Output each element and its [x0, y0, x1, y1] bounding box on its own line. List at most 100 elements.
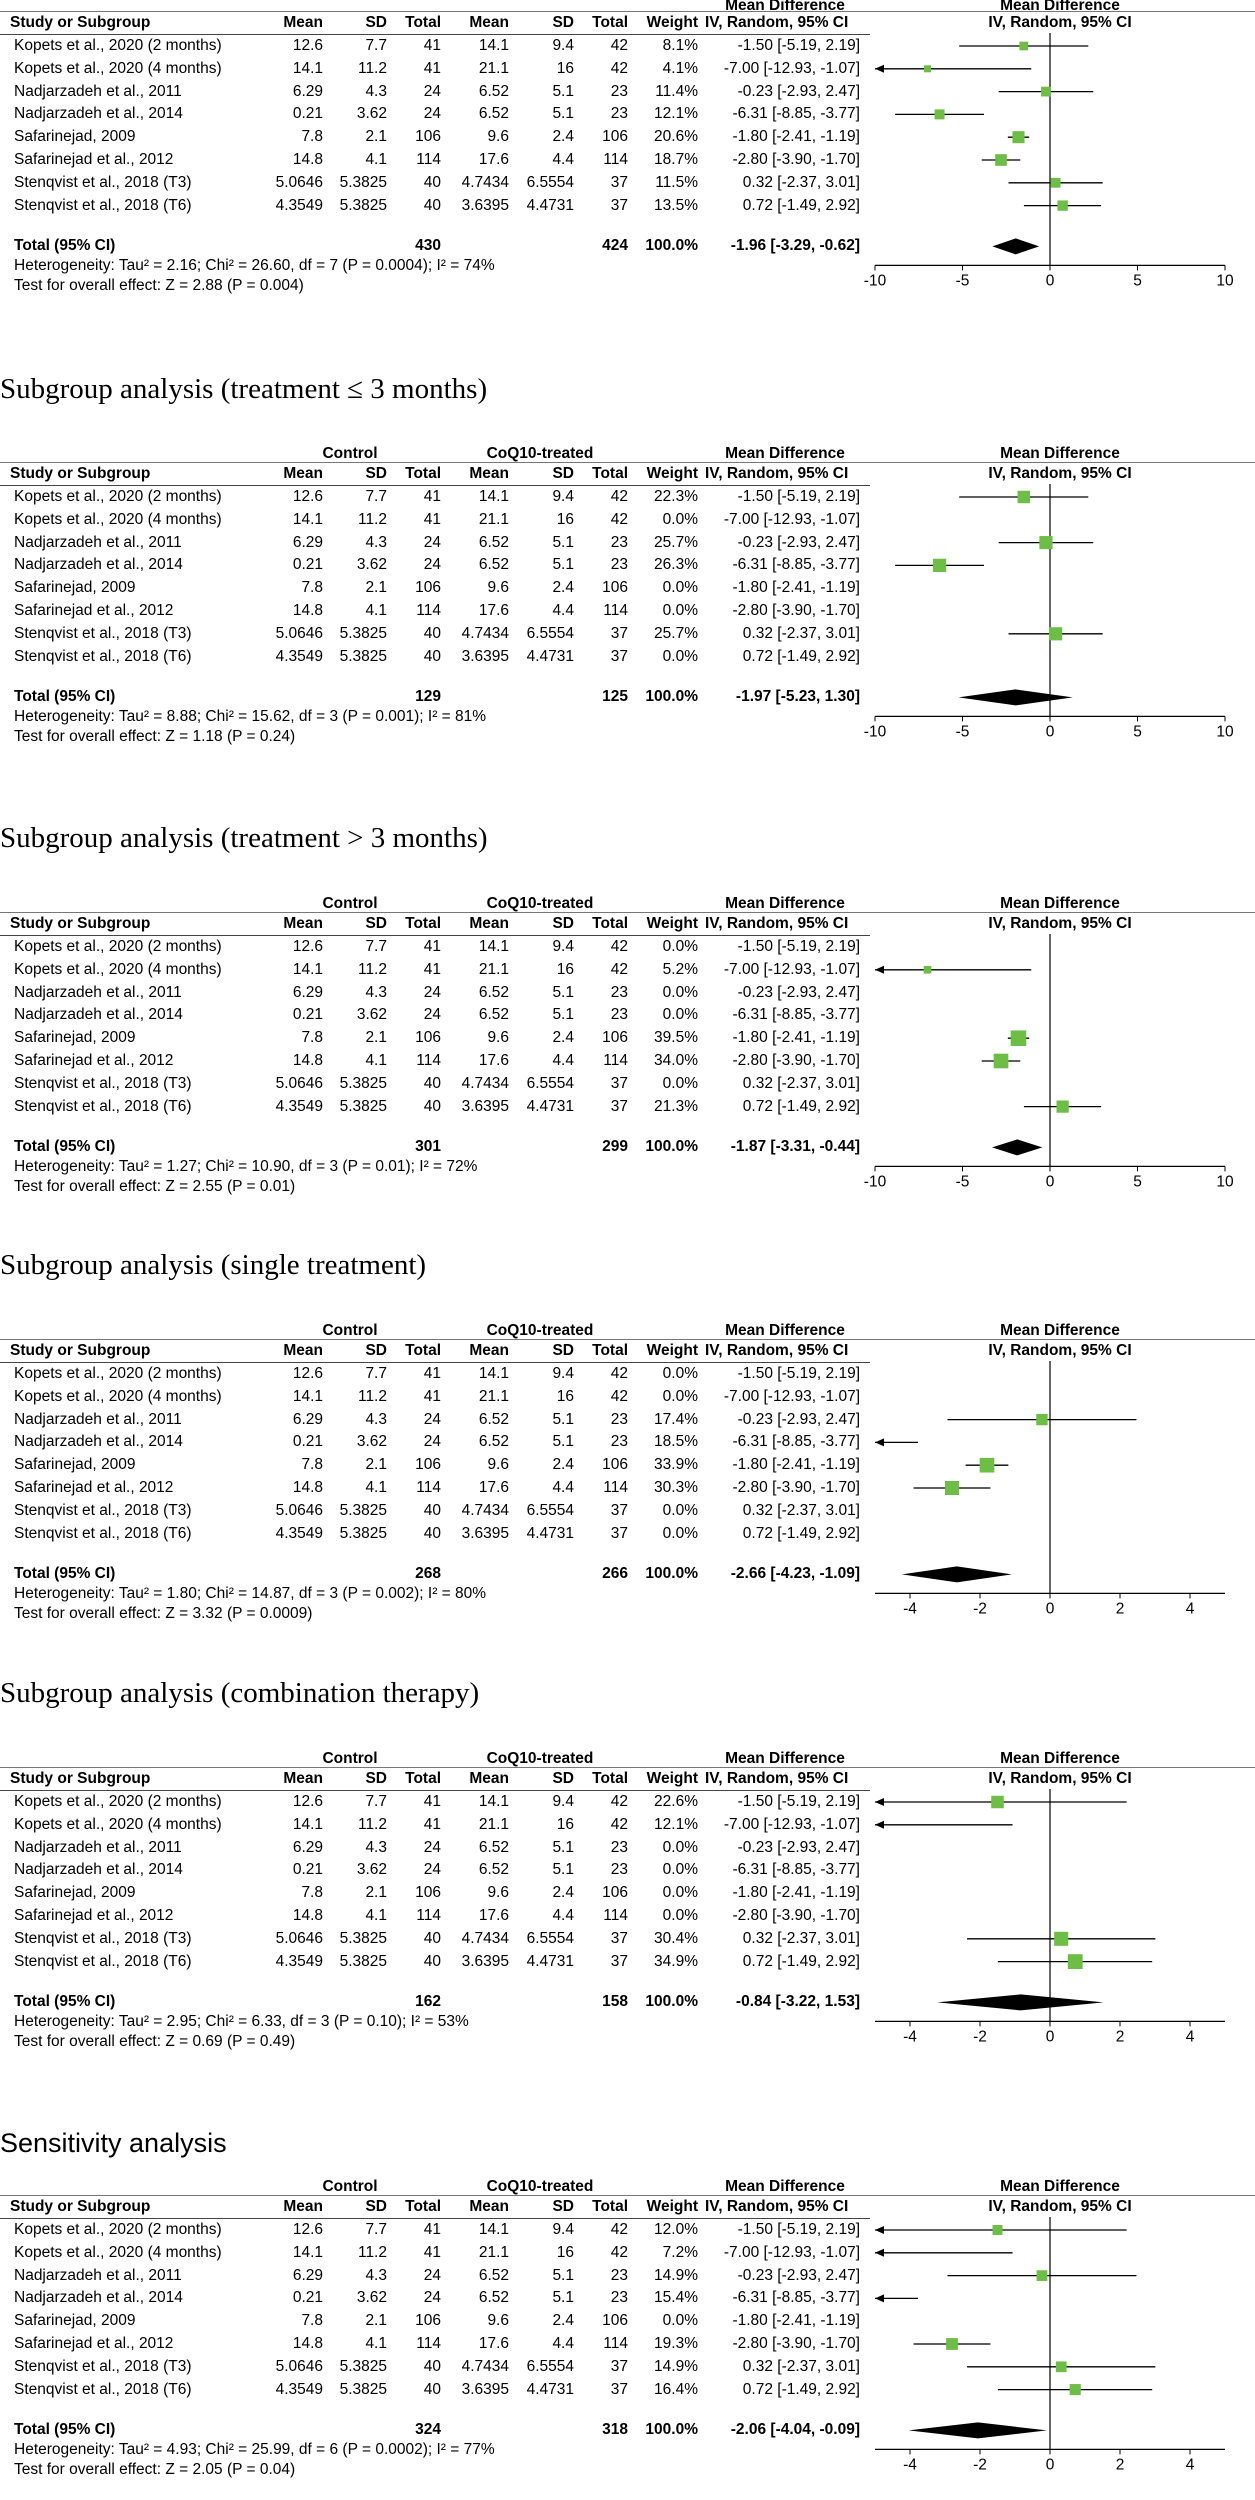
control-sd: 4.3 [365, 1838, 387, 1856]
study-ci: -0.23 [-2.93, 2.47] [737, 1838, 860, 1856]
treated-total: 42 [610, 1365, 628, 1382]
study-marker [1049, 627, 1063, 641]
treated-total: 37 [610, 1929, 628, 1947]
control-sd: 7.7 [365, 938, 387, 955]
col-control-total: Total [405, 2198, 441, 2215]
treated-mean: 14.1 [478, 488, 509, 505]
study-marker [993, 1053, 1009, 1069]
study-marker [979, 1457, 995, 1473]
study-name: Kopets et al., 2020 (4 months) [14, 59, 222, 77]
treated-mean: 4.7434 [461, 1501, 509, 1519]
control-sd: 5.3825 [339, 1074, 387, 1092]
control-sd: 11.2 [357, 2243, 387, 2261]
x-tick-label: -2 [973, 2456, 987, 2473]
x-tick-label: 5 [1133, 1173, 1142, 1190]
study-weight: 11.5% [655, 173, 698, 191]
forest-panel: Control CoQ10-treated Mean Difference Mean … [0, 1322, 1255, 1642]
treated-sd: 2.4 [552, 1456, 574, 1474]
col-plot-ci: IV, Random, 95% CI [988, 14, 1132, 31]
col-treated-mean: Mean [469, 1770, 509, 1787]
control-total: 106 [415, 1884, 441, 1902]
study-weight: 0.0% [662, 1884, 698, 1902]
study-ci: -7.00 [-12.93, -1.07] [723, 1815, 860, 1833]
ci-arrow [875, 1820, 884, 1829]
study-weight: 18.7% [654, 151, 698, 168]
study-name: Safarinejad et al., 2012 [14, 151, 174, 168]
study-ci: -1.50 [-5.19, 2.19] [737, 2221, 860, 2238]
control-sd: 4.1 [365, 1907, 387, 1924]
treated-sd: 5.1 [552, 1861, 574, 1879]
treated-sd: 5.1 [552, 556, 574, 574]
treated-total: 114 [603, 1052, 628, 1069]
treated-sd: 4.4 [552, 602, 574, 619]
study-name: Nadjarzadeh et al., 2014 [14, 105, 183, 123]
study-weight: 0.0% [662, 579, 698, 597]
treated-sd: 2.4 [552, 1029, 574, 1047]
treated-total: 23 [610, 1006, 628, 1024]
control-mean: 6.29 [292, 2266, 323, 2284]
total-label: Total (95% CI) [14, 2421, 116, 2439]
study-name: Stenqvist et al., 2018 (T3) [14, 173, 192, 191]
treated-total: 23 [610, 1838, 628, 1856]
col-control-mean: Mean [283, 2198, 323, 2215]
study-name: Safarinejad, 2009 [14, 579, 136, 597]
treated-total: 37 [610, 1501, 628, 1519]
study-weight: 5.2% [662, 960, 698, 978]
treated-sd: 9.4 [552, 488, 574, 505]
control-total: 106 [415, 2312, 441, 2330]
x-tick-label: 10 [1216, 1173, 1234, 1190]
treated-total: 37 [610, 1074, 628, 1092]
control-total: 41 [423, 1793, 441, 1810]
control-mean: 6.29 [292, 82, 323, 100]
study-weight: 17.4% [654, 1410, 698, 1428]
study-name: Stenqvist et al., 2018 (T3) [14, 1074, 192, 1092]
md-plot-header: Mean Difference [1000, 2178, 1120, 2195]
treated-total: 37 [610, 1097, 628, 1115]
treated-total: 37 [610, 173, 628, 191]
treated-mean: 4.7434 [461, 2357, 509, 2375]
treated-total: 37 [610, 2357, 628, 2375]
study-marker [1012, 131, 1025, 144]
control-total: 114 [416, 602, 441, 619]
total-treated: 158 [602, 1993, 628, 2011]
study-ci: 0.32 [-2.37, 3.01] [742, 1501, 860, 1519]
control-sd: 5.3825 [339, 1524, 387, 1542]
study-name: Safarinejad et al., 2012 [14, 1479, 174, 1496]
control-mean: 5.0646 [275, 173, 323, 191]
treated-sd: 9.4 [552, 2221, 574, 2238]
study-ci: 0.32 [-2.37, 3.01] [742, 173, 860, 191]
col-study: Study or Subgroup [10, 465, 151, 482]
study-marker [932, 558, 947, 573]
control-sd: 2.1 [365, 1884, 387, 1902]
x-tick-label: 5 [1133, 723, 1142, 740]
study-weight: 0.0% [662, 1907, 698, 1924]
col-control-mean: Mean [283, 465, 323, 482]
study-weight: 0.0% [662, 1006, 698, 1024]
treated-sd: 16 [556, 1387, 574, 1405]
study-marker [992, 2225, 1003, 2235]
total-ci: -0.84 [-3.22, 1.53] [735, 1993, 860, 2011]
study-ci: -0.23 [-2.93, 2.47] [737, 82, 860, 100]
treated-mean: 3.6395 [461, 1524, 509, 1542]
study-ci: -1.50 [-5.19, 2.19] [737, 37, 860, 54]
total-weight: 100.0% [645, 1993, 698, 2011]
control-mean: 14.1 [292, 1387, 323, 1405]
treated-mean: 4.7434 [461, 624, 509, 642]
treated-total: 106 [602, 1029, 628, 1047]
header-rule-bottom [0, 2218, 870, 2219]
treated-sd: 4.4731 [526, 1097, 574, 1115]
control-sd: 5.3825 [339, 1929, 387, 1947]
control-total: 40 [423, 2380, 441, 2398]
total-treated: 125 [602, 688, 628, 706]
treated-total: 114 [603, 602, 628, 619]
header-rule-bottom [0, 485, 870, 486]
treated-total: 42 [610, 510, 628, 528]
treated-total: 114 [603, 2335, 628, 2352]
treated-sd: 6.5554 [526, 173, 574, 191]
study-marker [1041, 86, 1051, 97]
treated-mean: 4.7434 [461, 173, 509, 191]
x-tick-label: 0 [1046, 2028, 1055, 2045]
study-name: Safarinejad, 2009 [14, 128, 136, 146]
forest-panel: Control CoQ10-treated Mean Difference Mean … [0, 445, 1255, 765]
